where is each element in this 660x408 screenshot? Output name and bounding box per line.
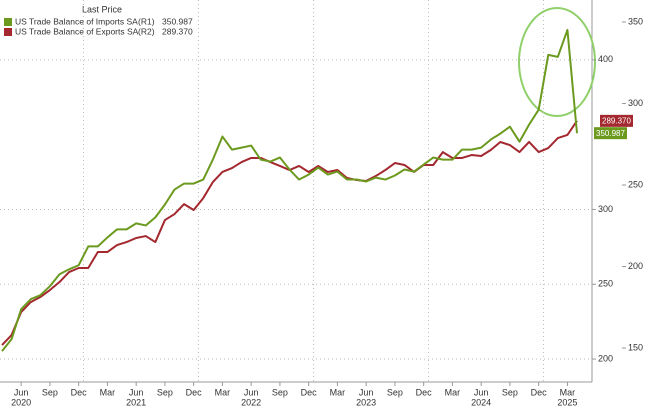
legend-axis-tag: (R1) xyxy=(138,16,155,26)
y2-tick-label: 250 xyxy=(628,179,643,189)
legend-label: US Trade Balance of Exports SA xyxy=(15,26,139,36)
x-tick-label: Jun xyxy=(359,387,374,397)
y-tick-label: 250 xyxy=(598,279,613,289)
x-tick-label: Sep xyxy=(42,387,58,397)
last-value-label: 350.987 xyxy=(596,129,625,138)
x-tick-label: Sep xyxy=(272,387,288,397)
legend-swatch xyxy=(4,28,12,36)
legend-last-value: 289.370 xyxy=(162,26,193,36)
y-tick-label: 200 xyxy=(598,353,613,363)
last-value-box xyxy=(600,114,633,127)
x-tick-label: Dec xyxy=(416,387,433,397)
x-tick-label: Sep xyxy=(157,387,173,397)
y2-tick-label: 350 xyxy=(628,16,643,26)
x-year-label: 2024 xyxy=(471,397,491,407)
highlight-circle xyxy=(518,7,596,117)
x-tick-label: Mar xyxy=(445,387,461,397)
last-value-label: 289.370 xyxy=(602,116,631,125)
series-line xyxy=(1,28,578,352)
x-tick-label: Sep xyxy=(387,387,403,397)
y-tick-label: 300 xyxy=(598,204,613,214)
legend-axis-tag: (R2) xyxy=(138,26,155,36)
last-value-box xyxy=(594,127,627,140)
x-year-label: 2025 xyxy=(557,397,577,407)
legend-title: Last Price xyxy=(82,4,122,14)
y-tick-label: 400 xyxy=(598,54,613,64)
x-tick-label: Jun xyxy=(129,387,144,397)
x-tick-label: Jun xyxy=(244,387,259,397)
x-tick-label: Jun xyxy=(14,387,29,397)
x-tick-label: Mar xyxy=(330,387,346,397)
x-year-label: 2022 xyxy=(241,397,261,407)
x-tick-label: Dec xyxy=(186,387,203,397)
x-tick-label: Mar xyxy=(560,387,576,397)
legend: Last Price US Trade Balance of Imports S… xyxy=(4,4,193,36)
x-year-label: 2023 xyxy=(356,397,376,407)
x-tick-label: Sep xyxy=(502,387,518,397)
y2-tick-label: 150 xyxy=(628,342,643,352)
x-year-label: 2021 xyxy=(126,397,146,407)
x-tick-label: Mar xyxy=(215,387,231,397)
legend-swatch xyxy=(4,18,12,26)
legend-last-value: 350.987 xyxy=(162,16,193,26)
y2-tick-label: 200 xyxy=(628,261,643,271)
y2-tick-label: 300 xyxy=(628,98,643,108)
x-tick-label: Dec xyxy=(301,387,318,397)
legend-label: US Trade Balance of Imports SA xyxy=(15,16,138,26)
x-year-label: 2020 xyxy=(11,397,31,407)
x-tick-label: Mar xyxy=(100,387,116,397)
x-tick-label: Dec xyxy=(71,387,88,397)
x-tick-label: Dec xyxy=(531,387,548,397)
x-tick-label: Jun xyxy=(474,387,489,397)
